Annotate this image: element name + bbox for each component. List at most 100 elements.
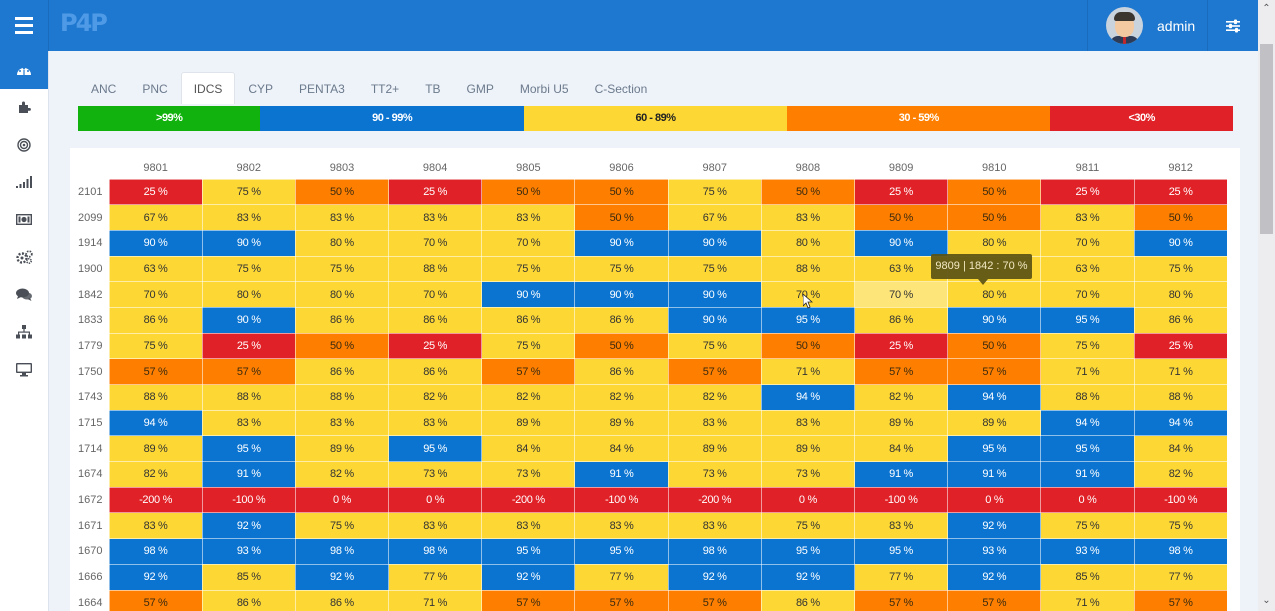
- heatmap-cell[interactable]: 92 %: [108, 563, 203, 591]
- heatmap-cell[interactable]: 57 %: [947, 589, 1042, 611]
- heatmap-cell[interactable]: 70 %: [388, 229, 483, 257]
- heatmap-cell[interactable]: 84 %: [853, 435, 949, 463]
- app-logo[interactable]: P4P: [60, 9, 108, 37]
- heatmap-cell[interactable]: 80 %: [294, 229, 390, 257]
- heatmap-cell[interactable]: 93 %: [1040, 538, 1135, 565]
- heatmap-cell[interactable]: 95 %: [388, 435, 483, 463]
- heatmap-cell[interactable]: 95 %: [760, 538, 856, 565]
- heatmap-cell[interactable]: 75 %: [667, 255, 762, 283]
- sidebar-item-target[interactable]: [0, 126, 48, 164]
- heatmap-cell[interactable]: 89 %: [853, 409, 949, 437]
- heatmap-cell[interactable]: 85 %: [201, 563, 296, 591]
- heatmap-cell[interactable]: 83 %: [388, 204, 483, 231]
- heatmap-cell[interactable]: 73 %: [481, 461, 576, 488]
- heatmap-cell[interactable]: 57 %: [1133, 589, 1228, 611]
- heatmap-cell[interactable]: 92 %: [294, 563, 390, 591]
- heatmap-cell[interactable]: 83 %: [760, 204, 856, 231]
- heatmap-cell[interactable]: 0 %: [1040, 486, 1135, 514]
- heatmap-cell[interactable]: 82 %: [1133, 461, 1228, 488]
- heatmap-cell[interactable]: 86 %: [294, 589, 390, 611]
- vertical-scrollbar[interactable]: ⌃ ⌄: [1258, 0, 1275, 611]
- heatmap-cell[interactable]: 25 %: [1133, 178, 1228, 206]
- heatmap-cell[interactable]: 83 %: [294, 409, 390, 437]
- heatmap-cell[interactable]: 82 %: [108, 461, 203, 488]
- heatmap-cell[interactable]: 90 %: [853, 229, 949, 257]
- heatmap-cell[interactable]: 93 %: [947, 538, 1042, 565]
- heatmap-cell[interactable]: 83 %: [667, 409, 762, 437]
- heatmap-cell[interactable]: 88 %: [388, 255, 483, 283]
- heatmap-cell[interactable]: 89 %: [108, 435, 203, 463]
- user-menu[interactable]: admin: [1087, 0, 1207, 51]
- heatmap-cell[interactable]: 50 %: [574, 178, 669, 206]
- heatmap-cell[interactable]: 89 %: [667, 435, 762, 463]
- heatmap-cell[interactable]: 77 %: [388, 563, 483, 591]
- heatmap-cell[interactable]: 73 %: [760, 461, 856, 488]
- heatmap-cell[interactable]: 71 %: [388, 589, 483, 611]
- heatmap-cell[interactable]: 83 %: [574, 512, 669, 540]
- heatmap-cell[interactable]: -200 %: [667, 486, 762, 514]
- heatmap-cell[interactable]: -100 %: [201, 486, 296, 514]
- heatmap-cell[interactable]: 98 %: [294, 538, 390, 565]
- heatmap-cell[interactable]: 91 %: [201, 461, 296, 488]
- heatmap-cell[interactable]: 70 %: [388, 281, 483, 308]
- heatmap-cell[interactable]: 84 %: [1133, 435, 1228, 463]
- heatmap-cell[interactable]: 75 %: [667, 332, 762, 360]
- heatmap-cell[interactable]: 75 %: [294, 255, 390, 283]
- heatmap-cell[interactable]: 83 %: [388, 512, 483, 540]
- heatmap-cell[interactable]: 71 %: [760, 358, 856, 385]
- tab-tb[interactable]: TB: [425, 82, 441, 96]
- heatmap-cell[interactable]: 67 %: [108, 204, 203, 231]
- heatmap-cell[interactable]: 90 %: [1133, 229, 1228, 257]
- heatmap-cell[interactable]: 94 %: [947, 384, 1042, 411]
- heatmap-cell[interactable]: 83 %: [853, 512, 949, 540]
- tab-cyp[interactable]: CYP: [248, 82, 274, 96]
- heatmap-cell[interactable]: 92 %: [201, 512, 296, 540]
- heatmap-cell[interactable]: 83 %: [760, 409, 856, 437]
- heatmap-cell[interactable]: 80 %: [760, 229, 856, 257]
- sidebar-item-puzzle[interactable]: [0, 89, 48, 127]
- heatmap-cell[interactable]: 86 %: [388, 306, 483, 334]
- heatmap-cell[interactable]: 57 %: [667, 358, 762, 385]
- heatmap-cell[interactable]: 25 %: [388, 178, 483, 206]
- heatmap-cell[interactable]: 83 %: [388, 409, 483, 437]
- heatmap-cell[interactable]: 89 %: [481, 409, 576, 437]
- heatmap-cell[interactable]: 25 %: [108, 178, 203, 206]
- heatmap-cell[interactable]: 0 %: [294, 486, 390, 514]
- heatmap-cell[interactable]: 86 %: [760, 589, 856, 611]
- heatmap-cell[interactable]: 25 %: [1133, 332, 1228, 360]
- heatmap-cell[interactable]: 70 %: [481, 229, 576, 257]
- heatmap-cell[interactable]: 98 %: [108, 538, 203, 565]
- heatmap-cell[interactable]: 75 %: [1133, 255, 1228, 283]
- heatmap-cell[interactable]: 50 %: [574, 332, 669, 360]
- heatmap-cell[interactable]: 80 %: [294, 281, 390, 308]
- tab-morbi-u5[interactable]: Morbi U5: [519, 82, 569, 96]
- heatmap-cell[interactable]: 86 %: [481, 306, 576, 334]
- heatmap-cell[interactable]: 63 %: [1040, 255, 1135, 283]
- heatmap-cell[interactable]: 75 %: [201, 255, 296, 283]
- heatmap-cell[interactable]: 63 %: [108, 255, 203, 283]
- heatmap-cell[interactable]: 83 %: [481, 512, 576, 540]
- heatmap-cell[interactable]: 57 %: [201, 358, 296, 385]
- heatmap-cell[interactable]: 88 %: [1133, 384, 1228, 411]
- heatmap-cell[interactable]: 86 %: [294, 306, 390, 334]
- heatmap-cell[interactable]: 77 %: [574, 563, 669, 591]
- heatmap-cell[interactable]: 95 %: [201, 435, 296, 463]
- heatmap-cell[interactable]: 75 %: [481, 332, 576, 360]
- heatmap-cell[interactable]: 70 %: [853, 281, 949, 308]
- heatmap-cell[interactable]: 86 %: [201, 589, 296, 611]
- heatmap-cell[interactable]: 75 %: [1133, 512, 1228, 540]
- heatmap-cell[interactable]: 86 %: [294, 358, 390, 385]
- heatmap-cell[interactable]: 92 %: [947, 563, 1042, 591]
- heatmap-cell[interactable]: 70 %: [108, 281, 203, 308]
- heatmap-cell[interactable]: 75 %: [760, 512, 856, 540]
- heatmap-cell[interactable]: 70 %: [1040, 229, 1135, 257]
- heatmap-cell[interactable]: 0 %: [947, 486, 1042, 514]
- heatmap-cell[interactable]: 84 %: [481, 435, 576, 463]
- heatmap-cell[interactable]: 90 %: [574, 229, 669, 257]
- heatmap-cell[interactable]: 77 %: [1133, 563, 1228, 591]
- heatmap-cell[interactable]: 83 %: [201, 204, 296, 231]
- heatmap-cell[interactable]: 83 %: [667, 512, 762, 540]
- heatmap-cell[interactable]: 71 %: [1040, 358, 1135, 385]
- heatmap-cell[interactable]: 85 %: [1040, 563, 1135, 591]
- heatmap-cell[interactable]: 95 %: [481, 538, 576, 565]
